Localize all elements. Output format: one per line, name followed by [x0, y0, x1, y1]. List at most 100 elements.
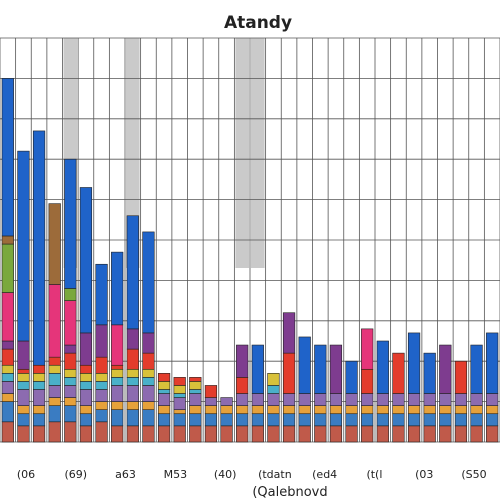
- bar-segment-col21-s3: [329, 393, 343, 406]
- x-tick-label-9: (S50: [461, 468, 486, 481]
- bar-segment-col10-s2: [157, 405, 171, 415]
- bar-segment-col4-s0: [64, 421, 77, 443]
- bar-segment-col30-s0: [470, 425, 483, 443]
- bar-segment-col27-s2: [423, 405, 436, 415]
- bar-segment-col6-s0: [95, 421, 108, 443]
- bar-segment-col11-s5: [173, 385, 186, 394]
- x-tick-labels: (06 (69) a63 M53 (40) (tdatn (ed4 (t(l (03 (S50: [17, 468, 487, 481]
- bar-segment-col13-s2: [204, 405, 218, 415]
- bar-segment-col16-s11: [251, 344, 264, 394]
- bar-segment-col10-s4: [157, 389, 171, 394]
- bar-segment-col12-s0: [189, 425, 202, 443]
- bar-segment-col3-s3: [48, 385, 61, 398]
- bar-segment-col5-s4: [79, 381, 93, 390]
- bar-segment-col21-s1: [329, 413, 343, 427]
- bar-segment-col6-s11: [95, 263, 108, 326]
- bar-segment-col27-s11: [423, 352, 436, 394]
- highlight-column-1: [126, 38, 140, 268]
- bar-segment-col7-s6: [111, 364, 124, 370]
- bar-segment-col18-s2: [282, 405, 296, 415]
- bar-segment-col6-s7: [95, 324, 108, 358]
- bar-segment-col25-s2: [392, 405, 405, 415]
- bar-segment-col19-s11: [298, 336, 311, 394]
- bar-segment-col8-s5: [126, 368, 139, 378]
- bar-segment-col10-s6: [157, 373, 171, 382]
- bar-segment-col3-s2: [48, 397, 61, 406]
- bar-segment-col28-s3: [439, 393, 452, 406]
- x-tick-label-3: M53: [164, 468, 188, 481]
- bar-segment-col6-s4: [95, 381, 108, 390]
- bar-segment-col3-s1: [48, 405, 61, 423]
- bar-segment-col28-s2: [439, 405, 452, 415]
- bar-segment-col3-s8: [48, 284, 61, 358]
- bar-segment-col23-s8: [361, 328, 374, 370]
- bar-segment-col12-s6: [189, 377, 202, 382]
- bar-segment-col7-s11: [111, 251, 124, 326]
- bar-segment-col30-s1: [470, 413, 483, 427]
- bar-segment-col31-s11: [486, 332, 499, 394]
- chart-title: Atandy: [224, 13, 292, 33]
- bar-segment-col7-s4: [111, 377, 124, 386]
- bar-segment-col24-s2: [376, 405, 389, 415]
- bar-segment-col31-s1: [486, 413, 499, 427]
- bar-segment-col4-s11: [64, 158, 77, 289]
- bar-segment-col20-s0: [314, 425, 327, 443]
- bar-segment-col0-s10: [1, 235, 14, 245]
- bar-segment-col11-s2: [173, 409, 186, 415]
- bar-segment-col4-s6: [64, 352, 77, 370]
- bar-segment-col19-s3: [298, 393, 311, 406]
- bar-segment-col7-s5: [111, 368, 124, 378]
- bar-segment-col5-s11: [79, 187, 93, 334]
- bar-segment-col10-s0: [157, 425, 171, 443]
- bar-segment-col8-s4: [126, 377, 139, 386]
- bar-segment-col10-s1: [157, 413, 171, 427]
- bar-segment-col28-s0: [439, 425, 452, 443]
- bar-segment-col0-s2: [1, 393, 14, 402]
- bar-segment-col29-s0: [454, 425, 468, 443]
- bar-segment-col6-s3: [95, 389, 108, 402]
- bar-segment-col11-s4: [173, 393, 186, 398]
- bar-segment-col0-s0: [1, 421, 14, 443]
- bar-segment-col9-s4: [142, 377, 155, 386]
- bar-segment-col0-s9: [1, 243, 14, 293]
- bar-segment-col21-s0: [329, 425, 343, 443]
- bar-segment-col5-s3: [79, 389, 93, 406]
- bar-segment-col1-s2: [17, 405, 30, 415]
- bar-segment-col11-s6: [173, 377, 186, 386]
- x-tick-label-1: (69): [64, 468, 87, 481]
- bar-segment-col1-s1: [17, 413, 30, 427]
- bar-segment-col19-s2: [298, 405, 311, 415]
- bar-segment-col12-s5: [189, 381, 202, 390]
- bar-segment-col17-s5: [267, 373, 280, 386]
- x-tick-label-6: (ed4: [312, 468, 337, 481]
- bar-segment-col25-s0: [392, 425, 405, 443]
- bar-segment-col9-s5: [142, 368, 155, 378]
- bar-segment-col8-s7: [126, 328, 139, 350]
- bar-segment-col14-s2: [220, 405, 233, 415]
- bar-segment-col11-s1: [173, 413, 186, 427]
- bar-segment-col10-s5: [157, 381, 171, 390]
- bar-segment-col3-s0: [48, 421, 61, 443]
- bar-segment-col4-s4: [64, 377, 77, 386]
- x-tick-label-0: (06: [17, 468, 35, 481]
- bar-segment-col9-s1: [142, 409, 155, 427]
- bar-segment-col19-s0: [298, 425, 311, 443]
- bar-segment-col2-s1: [32, 413, 46, 427]
- bar-segment-col7-s8: [111, 324, 124, 366]
- bar-segment-col3-s5: [48, 364, 61, 374]
- bar-segment-col29-s6: [454, 360, 468, 394]
- bar-segment-col29-s2: [454, 405, 468, 415]
- x-tick-label-7: (t(l: [366, 468, 382, 481]
- bar-segment-col15-s2: [236, 405, 249, 415]
- bar-segment-col15-s3: [236, 393, 249, 406]
- highlight-column-2: [235, 38, 249, 268]
- x-tick-label-8: (03: [415, 468, 433, 481]
- bar-segment-col26-s2: [407, 405, 421, 415]
- bar-segment-col20-s1: [314, 413, 327, 427]
- bar-segment-col4-s9: [64, 288, 77, 301]
- bar-segment-col4-s1: [64, 405, 77, 423]
- bar-segment-col0-s1: [1, 401, 14, 423]
- bar-segment-col17-s3: [267, 393, 280, 406]
- bar-segment-col13-s0: [204, 425, 218, 443]
